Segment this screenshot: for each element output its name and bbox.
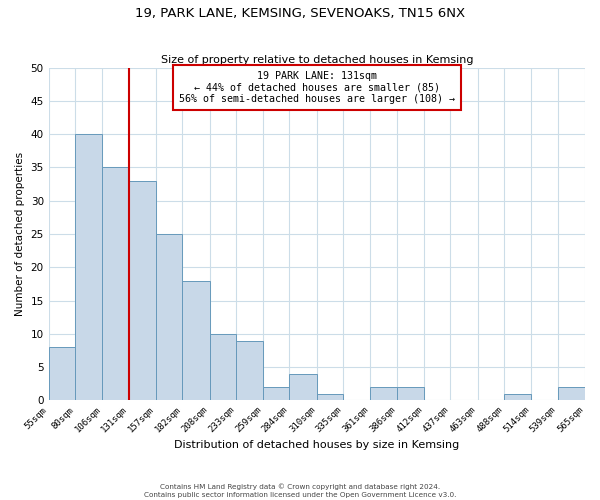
- Bar: [263, 387, 289, 400]
- Bar: [128, 181, 156, 400]
- Y-axis label: Number of detached properties: Number of detached properties: [15, 152, 25, 316]
- Bar: [317, 394, 343, 400]
- Bar: [182, 280, 209, 400]
- Bar: [397, 387, 424, 400]
- Bar: [209, 334, 236, 400]
- Text: Contains HM Land Registry data © Crown copyright and database right 2024.
Contai: Contains HM Land Registry data © Crown c…: [144, 484, 456, 498]
- Text: 19 PARK LANE: 131sqm
← 44% of detached houses are smaller (85)
56% of semi-detac: 19 PARK LANE: 131sqm ← 44% of detached h…: [179, 71, 455, 104]
- Bar: [103, 168, 128, 400]
- X-axis label: Distribution of detached houses by size in Kemsing: Distribution of detached houses by size …: [174, 440, 460, 450]
- Bar: [75, 134, 103, 400]
- Title: Size of property relative to detached houses in Kemsing: Size of property relative to detached ho…: [161, 56, 473, 66]
- Bar: [236, 340, 263, 400]
- Bar: [289, 374, 317, 400]
- Bar: [370, 387, 397, 400]
- Bar: [156, 234, 182, 400]
- Bar: [557, 387, 585, 400]
- Text: 19, PARK LANE, KEMSING, SEVENOAKS, TN15 6NX: 19, PARK LANE, KEMSING, SEVENOAKS, TN15 …: [135, 8, 465, 20]
- Bar: [504, 394, 532, 400]
- Bar: [49, 347, 75, 401]
